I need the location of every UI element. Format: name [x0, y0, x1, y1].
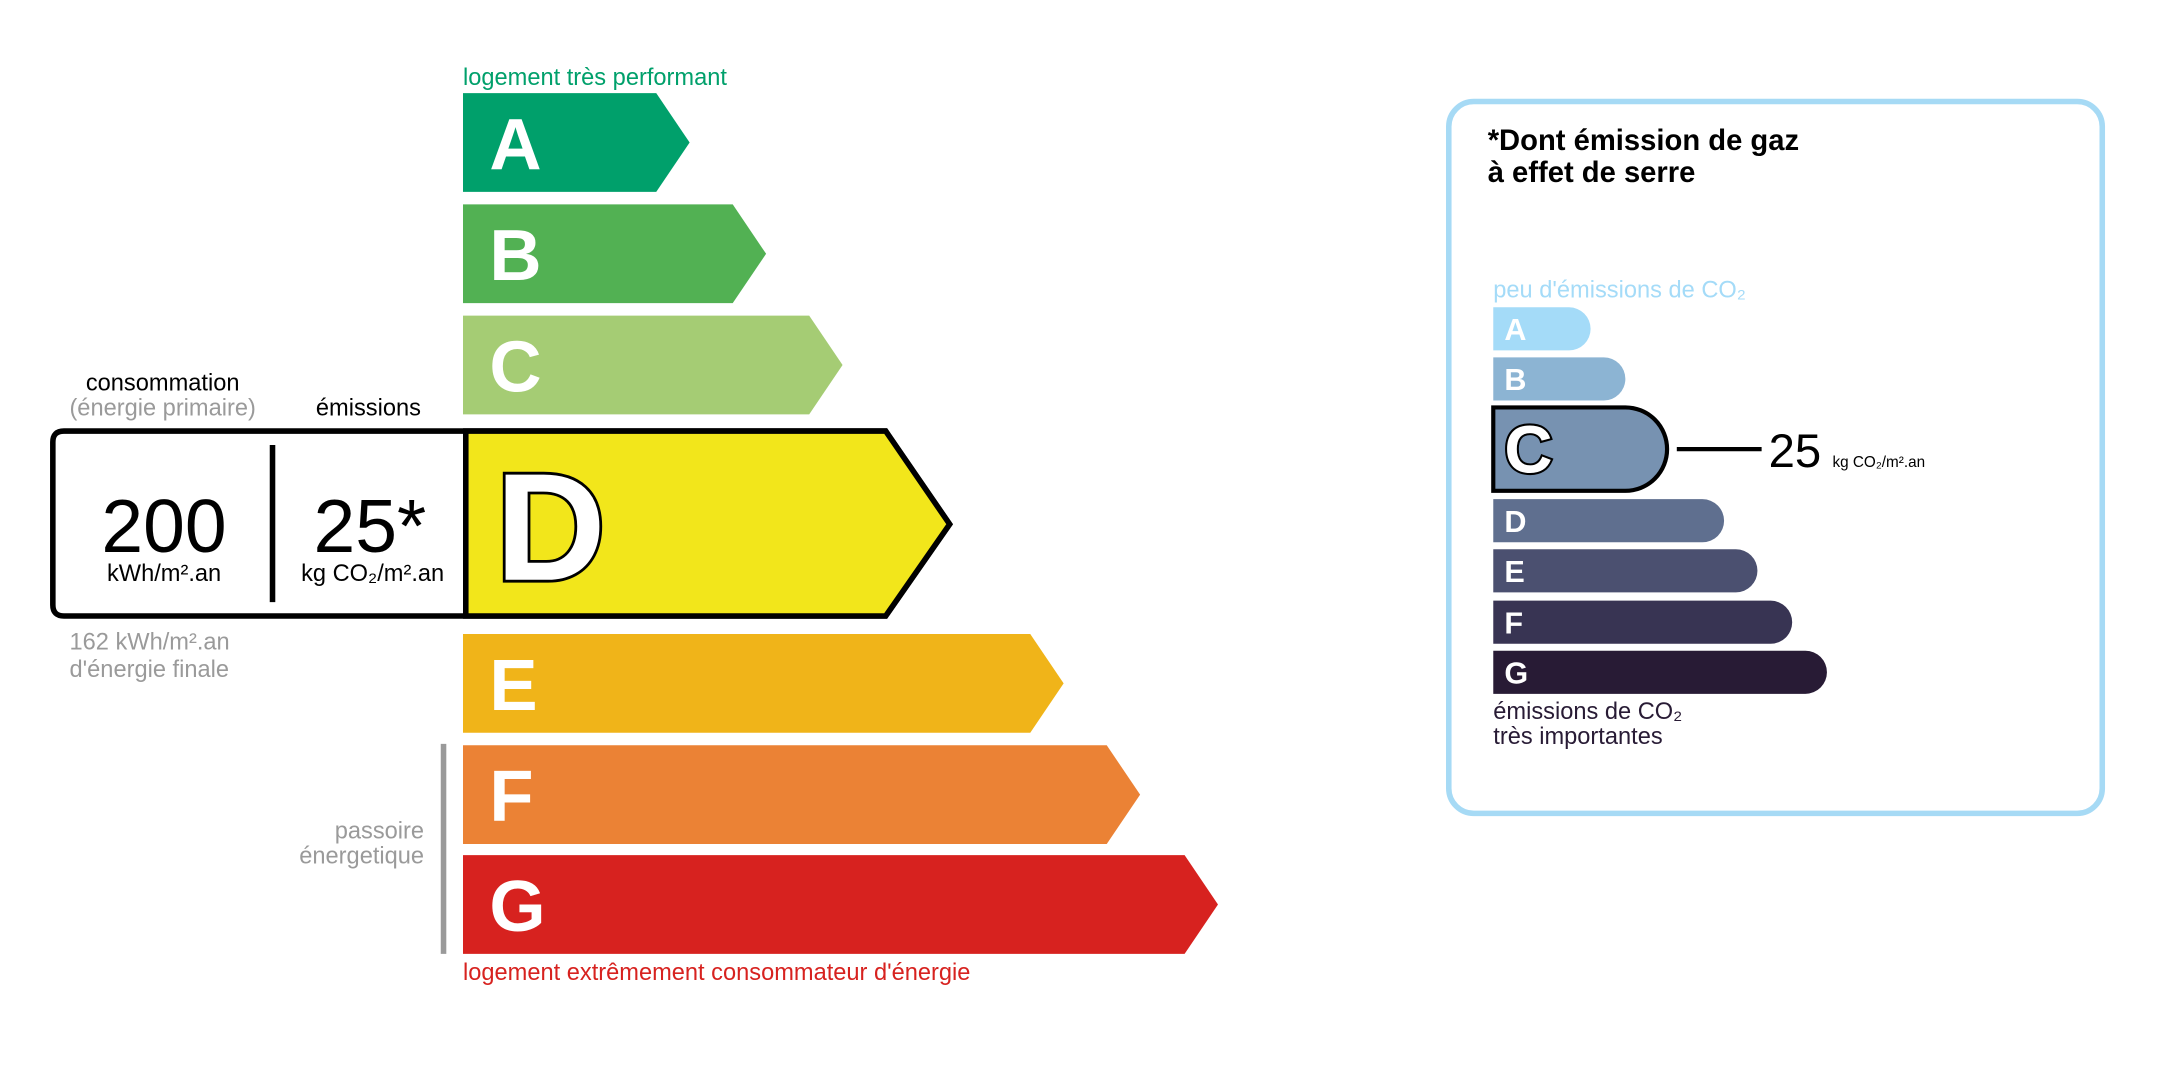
- energy-bar-a: A: [462, 93, 690, 192]
- energy-bar-f: F: [462, 745, 1141, 844]
- energy-bar-letter: A: [489, 105, 541, 185]
- ges-bar-b: B: [1493, 357, 1626, 401]
- consumption-unit: kWh/m².an: [107, 561, 221, 587]
- ges-bar-letter: A: [1504, 313, 1526, 347]
- energy-scale: ABC EFG: [462, 93, 1218, 954]
- ges-bar-letter: B: [1504, 363, 1526, 397]
- emissions-value: 25*: [313, 484, 426, 568]
- ges-top-label: peu d'émissions de CO₂: [1493, 278, 1746, 304]
- ges-bar-c: C: [1491, 405, 1670, 493]
- ges-bar-shape: [1493, 600, 1793, 644]
- consumption-subheader: (énergie primaire): [69, 396, 255, 422]
- ges-bar-shape: [1493, 357, 1626, 401]
- ges-bar-shape: [1493, 499, 1725, 543]
- ges-bar-d: D: [1493, 499, 1725, 543]
- energy-bar-g: G: [462, 855, 1218, 954]
- ges-bar-a: A: [1493, 307, 1591, 351]
- energy-bar-selected: [462, 428, 954, 619]
- emissions-header: émissions: [316, 396, 421, 422]
- ges-bar-letter: E: [1504, 555, 1524, 589]
- consumption-header: consommation: [86, 371, 240, 397]
- ges-bar-letter: F: [1504, 606, 1523, 640]
- ges-bottom-label-line1: émissions de CO₂: [1493, 699, 1682, 725]
- energy-bar-shape: [462, 634, 1064, 733]
- energy-top-label: logement très performant: [463, 65, 727, 91]
- ges-bar-e: E: [1493, 549, 1758, 593]
- energy-bar-shape: [462, 315, 843, 415]
- energy-bar-letter: C: [489, 327, 541, 407]
- selected-class-letter: D: [495, 443, 605, 613]
- ges-bar-g: G: [1493, 650, 1827, 694]
- energy-bar-shape: [462, 204, 767, 304]
- passoire-label-line1: passoire: [335, 818, 424, 844]
- ges-bar-letter: G: [1504, 656, 1528, 690]
- ges-bar-shape: [1493, 650, 1827, 694]
- energy-bar-shape: [462, 855, 1218, 954]
- energy-bar-c: C: [462, 315, 843, 415]
- ges-unit: kg CO₂/m².an: [1833, 454, 1926, 471]
- ges-bar-letter: C: [1504, 414, 1552, 488]
- passoire-label-line2: énergetique: [299, 843, 424, 869]
- energy-bar-shape: [462, 745, 1141, 844]
- energy-bar-letter: E: [489, 646, 537, 726]
- energy-bar-b: B: [462, 204, 767, 304]
- ges-bar-shape: [1493, 549, 1758, 593]
- energy-bar-e: E: [462, 634, 1064, 733]
- ges-bottom-label-line2: très importantes: [1493, 724, 1662, 750]
- emissions-unit: kg CO₂/m².an: [301, 561, 444, 587]
- ges-value: 25: [1769, 425, 1822, 478]
- consumption-value: 200: [101, 484, 226, 568]
- energy-bar-shape: [462, 93, 690, 192]
- ges-title-line2: à effet de serre: [1488, 157, 1696, 189]
- ges-bar-f: F: [1493, 600, 1793, 644]
- final-energy-label: d'énergie finale: [70, 657, 230, 683]
- ges-bar-shape: [1491, 405, 1670, 493]
- final-energy-value: 162 kWh/m².an: [70, 629, 230, 655]
- ges-title-line1: *Dont émission de gaz: [1488, 125, 1799, 157]
- energy-bar-letter: F: [489, 757, 533, 837]
- energy-bottom-label: logement extrêmement consommateur d'éner…: [463, 960, 970, 986]
- energy-bar-letter: B: [489, 216, 541, 296]
- energy-bar-letter: G: [489, 867, 545, 947]
- ges-bar-shape: [1493, 307, 1591, 351]
- ges-bar-letter: D: [1504, 505, 1526, 539]
